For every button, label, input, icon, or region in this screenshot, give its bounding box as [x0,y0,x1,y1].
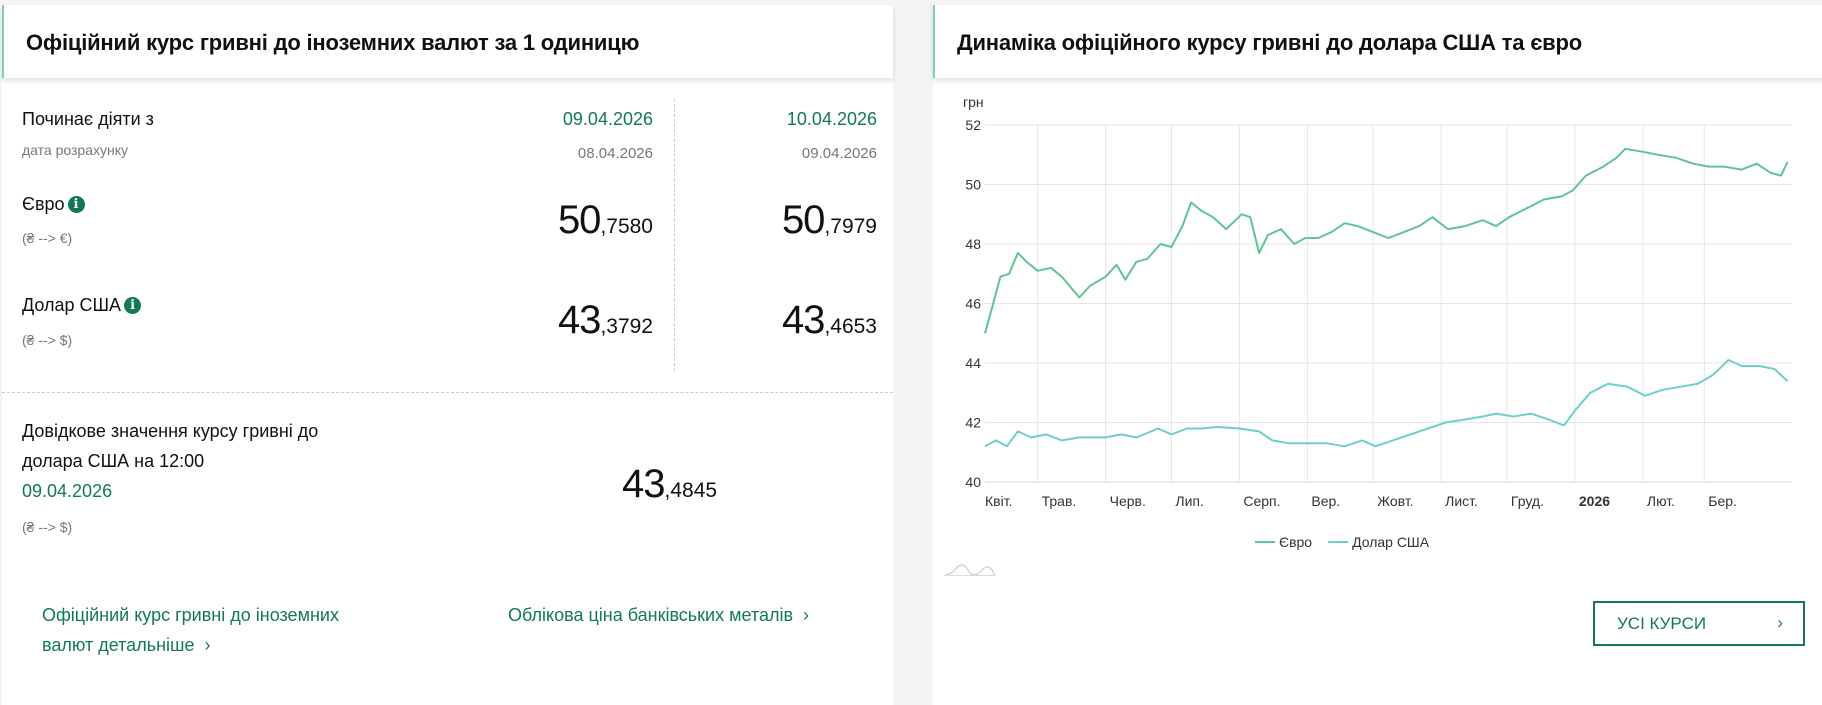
x-tick-label: Лист. [1445,493,1478,509]
x-tick-label: Бер. [1708,493,1737,509]
x-tick-label: Груд. [1511,493,1544,509]
x-tick-label: Лют. [1647,493,1675,509]
eur-label: Євро i [22,194,85,215]
reference-line1: Довідкове значення курсу гривні до [22,421,319,441]
y-tick-label: 50 [965,177,981,193]
x-tick-label: Жовт. [1377,493,1413,509]
series-line-eur [984,147,1789,334]
info-icon[interactable]: i [124,297,142,314]
card-title: Динаміка офіційного курсу гривні до дола… [957,30,1582,55]
column-divider [674,99,675,371]
chevron-right-icon: › [803,605,810,625]
details-link[interactable]: Офіційний курс гривні до іноземних валют … [42,605,339,655]
usd-rate-1: 43,3792 [557,298,653,342]
series-line-usd [984,359,1789,448]
x-tick-label: 2026 [1579,493,1610,509]
y-tick-label: 52 [965,117,981,133]
card-header: Офіційний курс гривні до іноземних валют… [2,5,893,78]
reference-date: 09.04.2026 [22,481,113,501]
x-tick-label: Серп. [1243,493,1280,509]
x-tick-label: Лип. [1175,493,1203,509]
reference-rate: 43,4845 [622,462,718,506]
section-divider [2,392,893,393]
official-rate-card: Офіційний курс гривні до іноземних валют… [2,5,893,705]
usd-rate-2: 43,4653 [781,298,877,342]
eur-rate-1: 50,7580 [557,198,653,242]
reference-line2: долара США на 12:00 [22,451,205,471]
y-tick-label: 44 [965,355,981,371]
y-tick-label: 46 [965,296,981,312]
calc-date-1: 08.04.2026 [577,145,653,162]
eur-rate-2: 50,7979 [781,198,877,242]
effective-label: Починає діяти з [22,109,154,129]
effective-date-1: 09.04.2026 [562,109,653,129]
eur-label-text: Євро [22,194,65,214]
x-tick-label: Квіт. [985,493,1012,509]
x-tick-label: Трав. [1042,493,1077,509]
reference-direction: (₴ --> $) [22,519,73,535]
y-axis-label: грн [963,94,984,110]
card-title: Офіційний курс гривні до іноземних валют… [26,30,640,55]
legend-item: Долар США [1352,534,1430,550]
y-tick-label: 48 [965,236,981,252]
chart-logo-icon [944,564,996,576]
effective-date-2: 10.04.2026 [786,109,877,129]
chevron-right-icon: › [1777,613,1783,632]
info-icon[interactable]: i [67,196,85,213]
eur-direction: (₴ --> €) [22,230,73,246]
usd-label-text: Долар США [22,295,122,315]
x-tick-label: Черв. [1110,493,1146,509]
card-header: Динаміка офіційного курсу гривні до дола… [933,5,1822,78]
rate-chart: грн 40 42 44 46 48 50 52 Квіт. Трав. Черв. Лип. Серп… [963,94,1792,550]
x-tick-label: Вер. [1311,493,1340,509]
calc-label: дата розрахунку [22,142,128,158]
legend-item: Євро [1279,534,1312,550]
y-tick-label: 42 [965,415,981,431]
rate-dynamics-card: Динаміка офіційного курсу гривні до дола… [933,5,1822,705]
all-rates-label: УСІ КУРСИ [1617,614,1707,633]
chevron-right-icon: › [204,635,211,655]
calc-date-2: 09.04.2026 [801,145,877,162]
usd-label: Долар США i [22,295,142,316]
all-rates-button[interactable]: УСІ КУРСИ › [1593,601,1805,646]
metals-link[interactable]: Облікова ціна банківських металів › [508,605,810,625]
y-tick-label: 40 [965,474,981,490]
usd-direction: (₴ --> $) [22,332,73,348]
